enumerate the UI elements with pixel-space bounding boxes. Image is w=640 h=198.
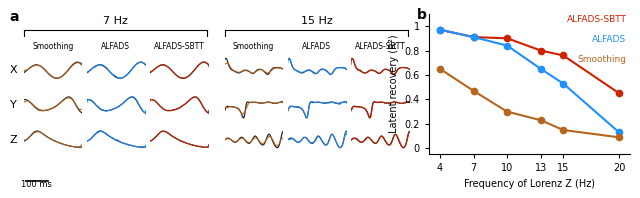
Text: a: a [10,10,19,24]
Text: ALFADS: ALFADS [592,35,627,44]
Text: Smoothing: Smoothing [233,42,275,50]
Text: ALFADS-SBTT: ALFADS-SBTT [355,42,405,50]
Text: Smoothing: Smoothing [32,42,74,50]
Text: b: b [417,8,427,22]
Text: Z: Z [10,135,17,145]
Text: Smoothing: Smoothing [577,55,627,64]
Text: ALFADS-SBTT: ALFADS-SBTT [566,15,627,24]
Text: ALFADS: ALFADS [302,42,332,50]
Text: ALFADS: ALFADS [101,42,131,50]
X-axis label: Frequency of Lorenz Z (Hz): Frequency of Lorenz Z (Hz) [464,179,595,189]
Text: 7 Hz: 7 Hz [103,16,128,26]
Text: X: X [10,65,17,75]
Y-axis label: Latent recovery (R²): Latent recovery (R²) [389,35,399,133]
Text: 100 ms: 100 ms [21,180,52,189]
Text: ALFADS-SBTT: ALFADS-SBTT [154,42,204,50]
Text: Y: Y [10,100,17,110]
Text: 15 Hz: 15 Hz [301,16,332,26]
